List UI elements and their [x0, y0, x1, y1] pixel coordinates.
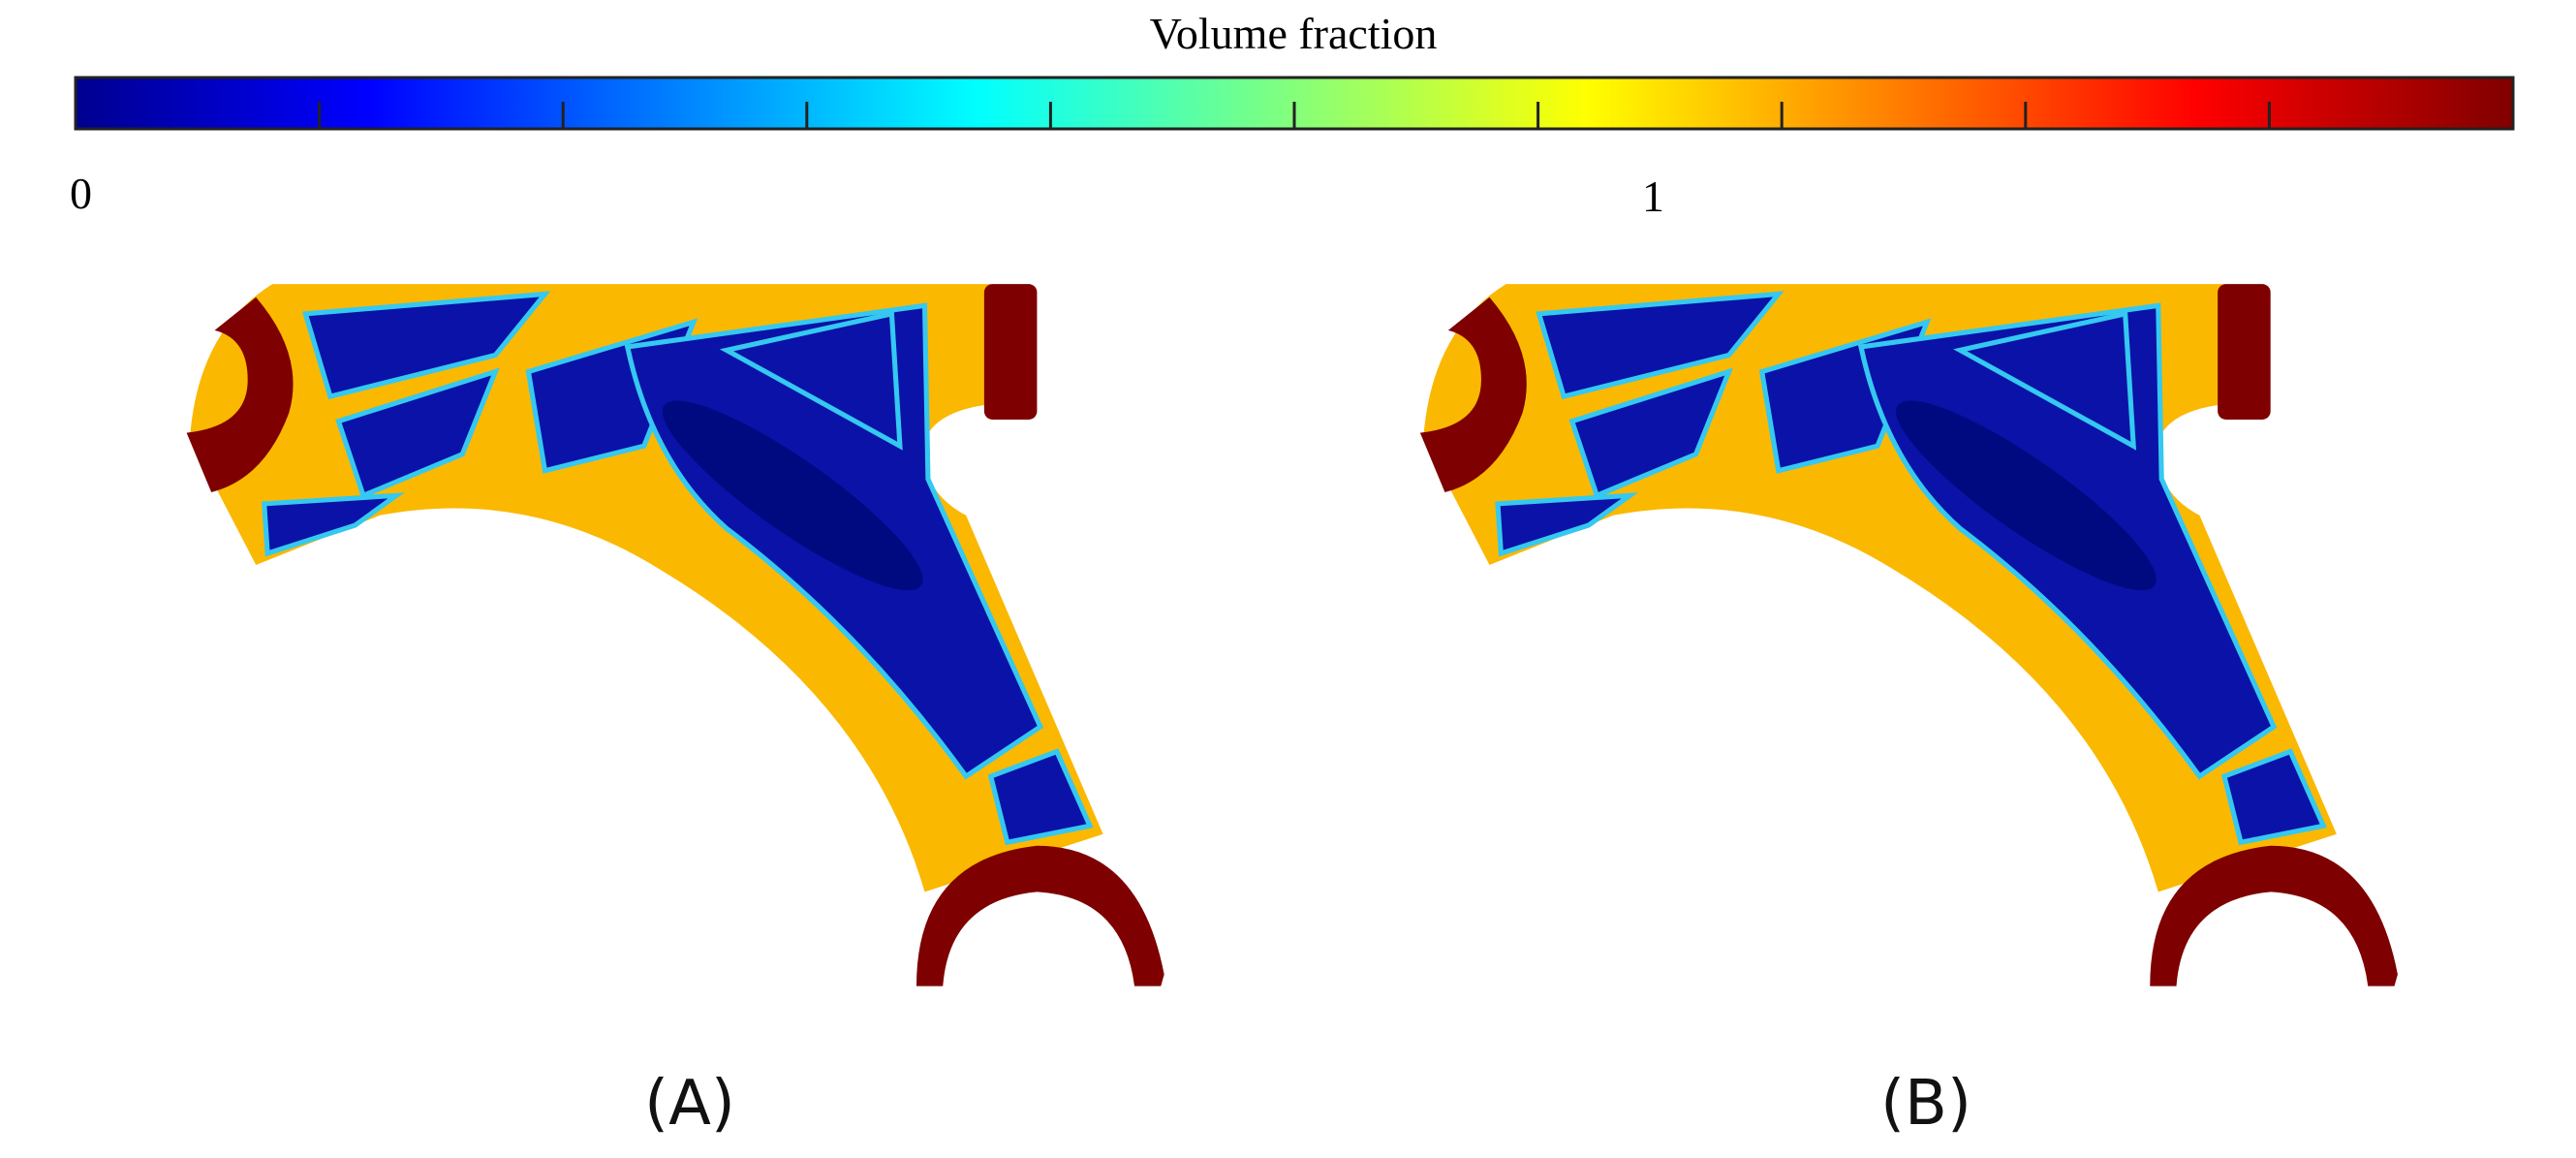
- panel-label: (A): [644, 1068, 735, 1140]
- panel-b-figure: [1420, 284, 2398, 986]
- panel-a-figure: [187, 284, 1164, 986]
- colorbar-ticks: [318, 102, 2271, 129]
- colorbar-title: Volume fraction: [1150, 9, 1438, 58]
- colorbar-label: 0: [70, 169, 92, 218]
- colorbar-label: 1: [1642, 172, 1664, 221]
- panel-label: (B): [1880, 1068, 1971, 1140]
